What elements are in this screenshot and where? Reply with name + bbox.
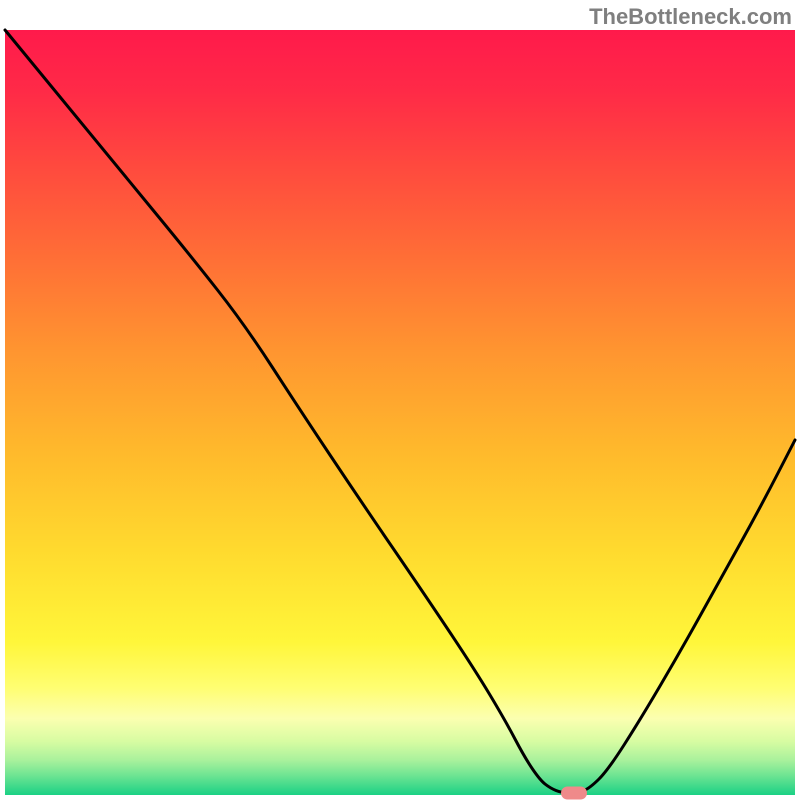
chart-svg [0, 0, 800, 800]
bottleneck-chart: TheBottleneck.com [0, 0, 800, 800]
chart-background [5, 30, 795, 795]
optimal-marker [561, 787, 587, 800]
watermark-text: TheBottleneck.com [589, 4, 792, 30]
